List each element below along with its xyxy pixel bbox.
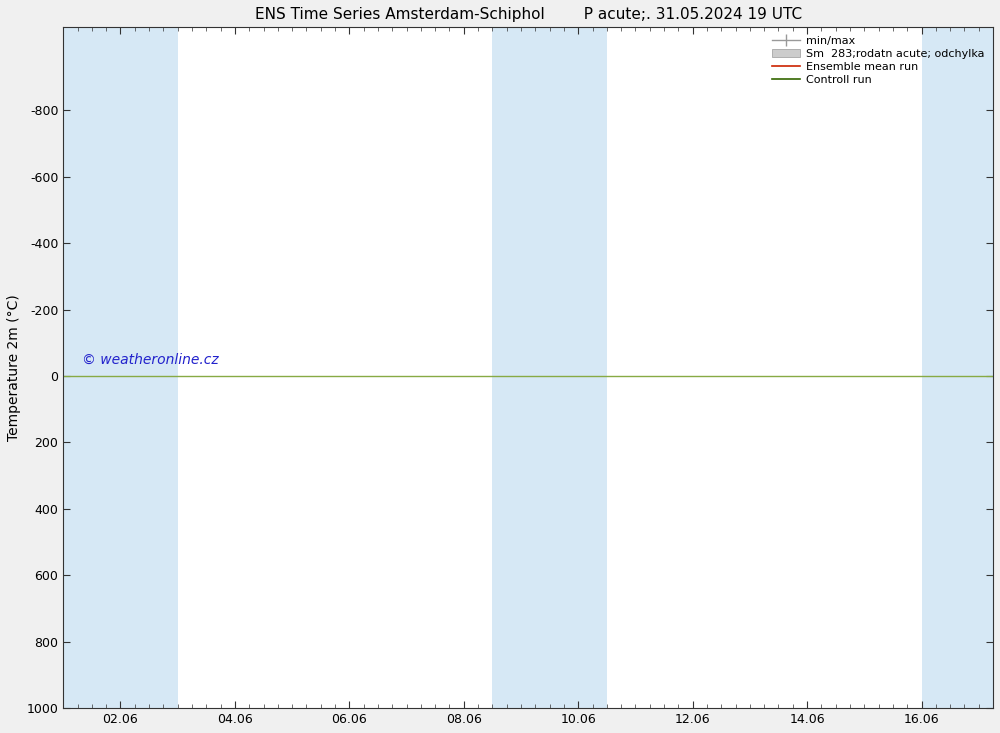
Y-axis label: Temperature 2m (°C): Temperature 2m (°C) — [7, 295, 21, 441]
Bar — [922, 27, 993, 708]
Title: ENS Time Series Amsterdam-Schiphol        P acute;. 31.05.2024 19 UTC: ENS Time Series Amsterdam-Schiphol P acu… — [255, 7, 802, 22]
Legend: min/max, Sm  283;rodatn acute; odchylka, Ensemble mean run, Controll run: min/max, Sm 283;rodatn acute; odchylka, … — [769, 33, 988, 88]
Text: © weatheronline.cz: © weatheronline.cz — [82, 353, 218, 367]
Bar — [63, 27, 178, 708]
Bar — [492, 27, 607, 708]
